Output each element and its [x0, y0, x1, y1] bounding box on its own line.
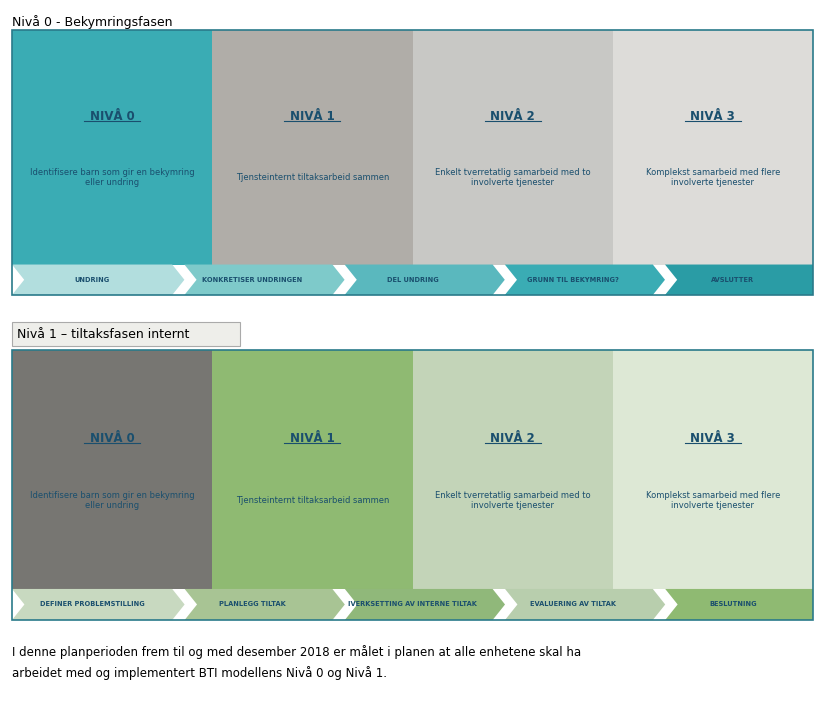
- Text: Enkelt tverretatlig samarbeid med to
involverte tjenester: Enkelt tverretatlig samarbeid med to inv…: [435, 168, 591, 187]
- Text: NIVÅ 0: NIVÅ 0: [90, 432, 134, 445]
- Text: Identifisere barn som gir en bekymring
eller undring: Identifisere barn som gir en bekymring e…: [30, 491, 195, 510]
- Text: Komplekst samarbeid med flere
involverte tjenester: Komplekst samarbeid med flere involverte…: [646, 491, 780, 510]
- Bar: [212, 350, 412, 589]
- Text: BESLUTNING: BESLUTNING: [709, 601, 757, 607]
- Text: NIVÅ 3: NIVÅ 3: [691, 110, 735, 123]
- Bar: [12, 30, 813, 295]
- Text: NIVÅ 3: NIVÅ 3: [691, 432, 735, 445]
- Bar: [12, 322, 240, 346]
- Polygon shape: [345, 589, 505, 620]
- Bar: [12, 30, 212, 264]
- Bar: [613, 350, 813, 589]
- Text: I denne planperioden frem til og med desember 2018 er målet i planen at alle enh: I denne planperioden frem til og med des…: [12, 645, 581, 679]
- Text: NIVÅ 1: NIVÅ 1: [290, 432, 335, 445]
- Polygon shape: [505, 264, 665, 295]
- Text: PLANLEGG TILTAK: PLANLEGG TILTAK: [219, 601, 285, 607]
- Polygon shape: [665, 264, 813, 295]
- Text: Komplekst samarbeid med flere
involverte tjenester: Komplekst samarbeid med flere involverte…: [646, 168, 780, 187]
- Text: NIVÅ 2: NIVÅ 2: [490, 432, 535, 445]
- Text: Nivå 1 – tiltaksfasen internt: Nivå 1 – tiltaksfasen internt: [17, 328, 190, 341]
- Bar: [412, 350, 613, 589]
- Bar: [12, 350, 212, 589]
- Text: AVSLUTTER: AVSLUTTER: [711, 277, 754, 282]
- Bar: [12, 350, 813, 620]
- Text: NIVÅ 2: NIVÅ 2: [490, 110, 535, 123]
- Text: GRUNN TIL BEKYMRING?: GRUNN TIL BEKYMRING?: [526, 277, 619, 282]
- Text: Tjensteinternt tiltaksarbeid sammen: Tjensteinternt tiltaksarbeid sammen: [236, 496, 389, 505]
- Text: Enkelt tverretatlig samarbeid med to
involverte tjenester: Enkelt tverretatlig samarbeid med to inv…: [435, 491, 591, 510]
- Text: Tjensteinternt tiltaksarbeid sammen: Tjensteinternt tiltaksarbeid sammen: [236, 173, 389, 182]
- Bar: [613, 30, 813, 264]
- Text: Identifisere barn som gir en bekymring
eller undring: Identifisere barn som gir en bekymring e…: [30, 168, 195, 187]
- Polygon shape: [185, 264, 345, 295]
- Bar: [412, 30, 613, 264]
- Text: KONKRETISER UNDRINGEN: KONKRETISER UNDRINGEN: [202, 277, 303, 282]
- Polygon shape: [12, 264, 185, 295]
- Polygon shape: [665, 589, 813, 620]
- Text: DEL UNDRING: DEL UNDRING: [387, 277, 438, 282]
- Polygon shape: [12, 589, 185, 620]
- Text: UNDRING: UNDRING: [74, 277, 110, 282]
- Bar: [212, 30, 412, 264]
- Polygon shape: [505, 589, 665, 620]
- Text: Nivå 0 - Bekymringsfasen: Nivå 0 - Bekymringsfasen: [12, 15, 172, 29]
- Text: NIVÅ 0: NIVÅ 0: [90, 110, 134, 123]
- Text: EVALUERING AV TILTAK: EVALUERING AV TILTAK: [530, 601, 615, 607]
- Text: NIVÅ 1: NIVÅ 1: [290, 110, 335, 123]
- Polygon shape: [185, 589, 345, 620]
- Polygon shape: [345, 264, 505, 295]
- Text: DEFINER PROBLEMSTILLING: DEFINER PROBLEMSTILLING: [40, 601, 144, 607]
- Text: IVERKSETTING AV INTERNE TILTAK: IVERKSETTING AV INTERNE TILTAK: [348, 601, 477, 607]
